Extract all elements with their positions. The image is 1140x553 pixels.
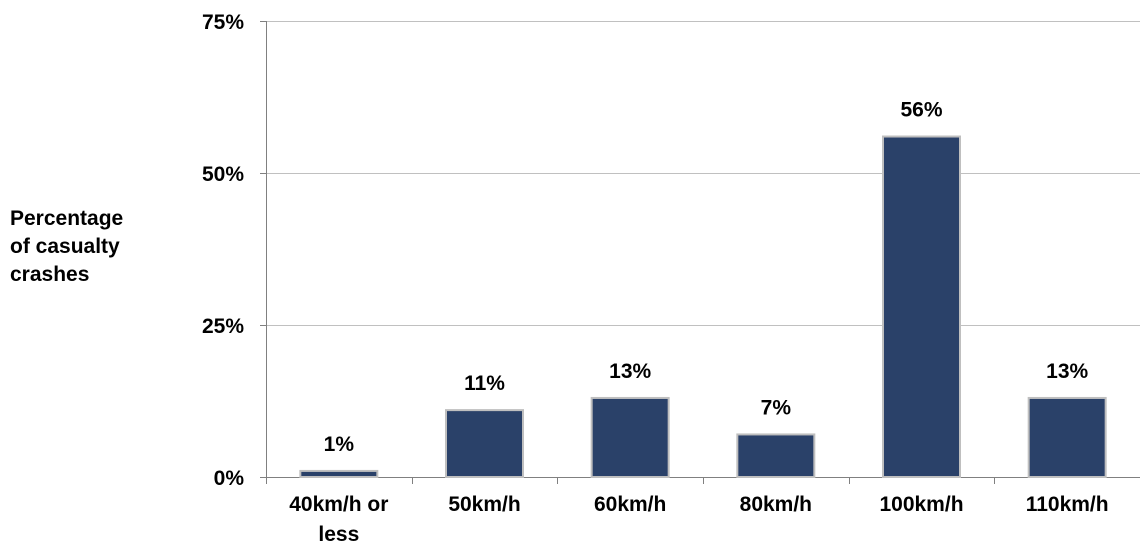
x-tick-label: 100km/h bbox=[879, 493, 963, 516]
y-tick-label: 75% bbox=[202, 11, 244, 34]
data-label: 13% bbox=[1046, 360, 1088, 383]
bar bbox=[1027, 396, 1107, 478]
data-label: 56% bbox=[900, 99, 942, 122]
x-tick-label: 40km/h or less bbox=[289, 493, 388, 546]
y-tick-label: 50% bbox=[202, 163, 244, 186]
bar bbox=[299, 469, 379, 479]
y-tick-label: 0% bbox=[214, 467, 245, 490]
data-label: 13% bbox=[609, 360, 651, 383]
bars bbox=[299, 135, 1107, 479]
axes bbox=[260, 21, 1140, 484]
gridlines bbox=[266, 21, 1140, 326]
x-tick-label: 50km/h bbox=[448, 493, 520, 516]
y-axis-label: Percentage of casualty crashes bbox=[10, 207, 123, 286]
data-label: 1% bbox=[324, 433, 355, 456]
bar bbox=[736, 433, 816, 479]
y-tick-label: 25% bbox=[202, 315, 244, 338]
x-tick-label: 80km/h bbox=[740, 493, 812, 516]
data-label: 11% bbox=[464, 372, 505, 395]
x-tick-label: 110km/h bbox=[1026, 493, 1109, 516]
x-tick-label: 60km/h bbox=[594, 493, 666, 516]
labels: 0% 25% 50% 75% 1% 40km/h or less 11% 50km/h 13% 60… bbox=[202, 11, 1109, 546]
bar bbox=[445, 409, 524, 478]
bar bbox=[882, 135, 961, 479]
data-label: 7% bbox=[761, 396, 792, 419]
bar bbox=[590, 396, 670, 478]
